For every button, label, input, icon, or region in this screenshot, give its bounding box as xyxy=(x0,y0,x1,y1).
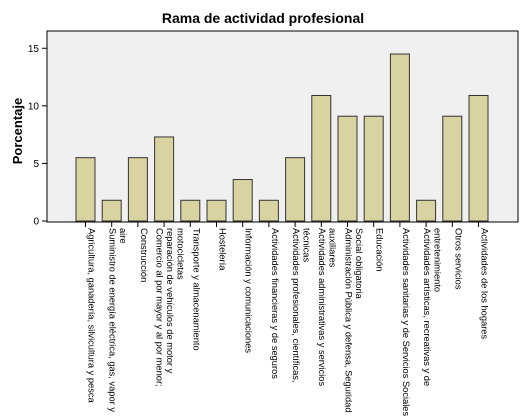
bar xyxy=(101,199,122,222)
y-tick-label: 15 xyxy=(28,44,40,55)
x-axis-labels: Agricultura, ganadería, silvicultura y p… xyxy=(85,222,490,416)
x-category-label: entretenimiento xyxy=(432,228,442,292)
x-category-label: Información y comunicaciones xyxy=(244,228,254,353)
plot-area xyxy=(46,30,519,223)
x-category-label: Agricultura, ganadería, silvicultura y p… xyxy=(87,228,97,403)
x-category-label: Transporte y almacenamiento xyxy=(191,228,201,351)
bar xyxy=(363,115,384,222)
x-category-label: técnicas xyxy=(301,228,311,262)
bar xyxy=(258,199,279,222)
x-category-label: auxiliares xyxy=(328,228,338,268)
x-category-label: Construcción xyxy=(139,228,149,282)
y-tick-label: 10 xyxy=(28,101,40,112)
x-category-label: Otros servicios xyxy=(453,228,463,290)
bar xyxy=(468,94,489,222)
bar xyxy=(337,115,358,222)
bar xyxy=(232,179,253,222)
x-category-label: Actividades de los hogares xyxy=(480,228,490,339)
x-category-label: motocicletas xyxy=(176,228,186,280)
bar xyxy=(285,157,306,222)
y-tick-label: 5 xyxy=(33,159,39,170)
bar xyxy=(389,53,410,222)
x-category-label: reparación de vehículos de motor y xyxy=(165,228,175,374)
y-axis-label: Porcentaje xyxy=(10,98,25,164)
x-category-label: Actividades sanitarias y de Servicios So… xyxy=(401,228,411,416)
bar xyxy=(180,199,201,222)
bar xyxy=(442,115,463,222)
bars-group xyxy=(75,53,489,222)
y-tick-label: 0 xyxy=(33,217,39,228)
x-category-label: Actividades artísticas, recreativas y de xyxy=(422,228,432,386)
bar xyxy=(127,157,148,222)
x-category-label: Actividades profesionales, científicas, xyxy=(291,228,301,383)
x-category-label: Educación xyxy=(375,228,385,271)
x-category-label: Administración Pública y defensa, Seguri… xyxy=(343,228,353,413)
bar xyxy=(416,199,437,222)
x-category-label: aire xyxy=(118,228,128,244)
bar xyxy=(75,157,96,222)
x-category-label: Actividades financieras y de seguros xyxy=(270,228,280,379)
x-category-label: Actividades administrativas y servicios xyxy=(317,228,327,386)
x-category-label: Hostelería xyxy=(218,228,228,271)
x-category-label: Comercio al por mayor y al por menor; xyxy=(155,228,165,387)
bar xyxy=(206,199,227,222)
bar xyxy=(154,136,175,222)
y-axis: 0 5 10 15 xyxy=(28,44,47,228)
x-category-label: Social obligatoria xyxy=(354,228,364,300)
x-category-label: Suministro de energía eléctrica, gas, va… xyxy=(108,228,118,412)
chart-title: Rama de actividad profesional xyxy=(162,10,364,26)
bar xyxy=(311,94,332,222)
